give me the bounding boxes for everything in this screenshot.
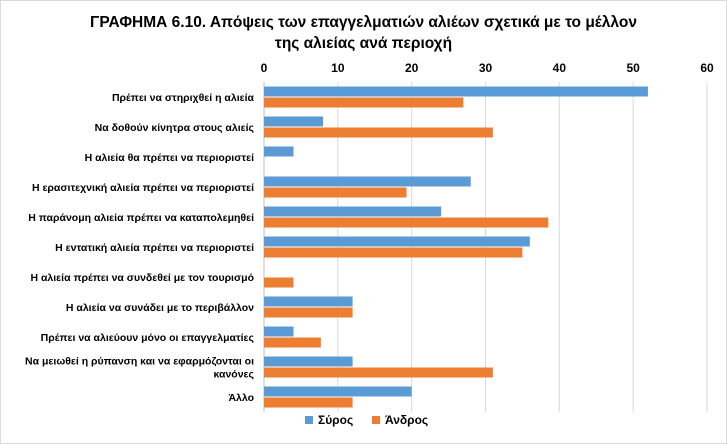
legend: Σύρος Άνδρος — [305, 413, 428, 427]
bar-syros — [264, 386, 412, 397]
bar-andros — [264, 97, 464, 108]
bars — [264, 86, 648, 408]
bar-syros — [264, 356, 353, 367]
x-axis-ticks: 0 10 20 30 40 50 60 — [261, 61, 714, 75]
x-tick-label: 0 — [261, 61, 268, 75]
x-tick-label: 60 — [700, 61, 714, 75]
x-tick-label: 10 — [331, 61, 345, 75]
category-label: Πρέπει να στηριχθεί η αλιεία — [112, 92, 255, 104]
bar-andros — [264, 247, 523, 258]
bar-syros — [264, 176, 471, 187]
category-label: Άλλο — [228, 392, 254, 404]
x-tick-label: 30 — [479, 61, 493, 75]
bar-syros — [264, 326, 294, 337]
bar-syros — [264, 206, 442, 217]
category-label: Η αλιεία θα πρέπει να περιοριστεί — [85, 152, 254, 164]
category-label: Η αλιεία να συνάδει με το περιβάλλον — [66, 302, 254, 314]
bar-andros — [264, 217, 549, 228]
category-label: Πρέπει να αλιεύουν μόνο οι επαγγελματίες — [41, 332, 255, 344]
bar-andros — [264, 337, 321, 348]
bar-andros — [264, 277, 294, 288]
category-label: κανόνες — [214, 369, 255, 381]
category-label: Η εντατική αλιεία πρέπει να περιοριστεί — [55, 242, 254, 254]
bar-andros — [264, 397, 353, 408]
bar-andros — [264, 307, 353, 318]
category-label: Η ερασιτεχνική αλιεία πρέπει να περιορισ… — [32, 182, 254, 194]
category-label: Η αλιεία πρέπει να συνδεθεί με τον τουρι… — [30, 272, 254, 284]
legend-label: Σύρος — [318, 413, 353, 427]
category-label: Να μειωθεί η ρύπανση και να εφαρμόζονται… — [25, 356, 254, 368]
chart-title: ΓΡΑΦΗΜΑ 6.10. Απόψεις των επαγγελματιών … — [0, 12, 727, 54]
bar-syros — [264, 146, 294, 157]
bar-andros — [264, 127, 493, 138]
chart-title-line-2: της αλιείας ανά περιοχή — [274, 35, 453, 52]
bar-andros — [264, 187, 407, 198]
x-tick-label: 40 — [553, 61, 567, 75]
bar-andros — [264, 367, 493, 378]
bar-syros — [264, 236, 530, 247]
legend-swatch — [372, 416, 380, 424]
legend-label: Άνδρος — [385, 413, 428, 427]
x-tick-label: 20 — [405, 61, 419, 75]
chart-title-line-1: ΓΡΑΦΗΜΑ 6.10. Απόψεις των επαγγελματιών … — [90, 14, 637, 31]
bar-syros — [264, 116, 324, 127]
bar-syros — [264, 296, 353, 307]
category-labels: Πρέπει να στηριχθεί η αλιεία Να δοθούν κί… — [25, 92, 254, 404]
category-label: Να δοθούν κίνητρα στους αλιείς — [95, 122, 255, 134]
category-label: Η παράνομη αλιεία πρέπει να καταπολεμηθε… — [28, 212, 254, 224]
bar-syros — [264, 86, 648, 97]
x-tick-label: 50 — [626, 61, 640, 75]
legend-swatch — [305, 416, 313, 424]
